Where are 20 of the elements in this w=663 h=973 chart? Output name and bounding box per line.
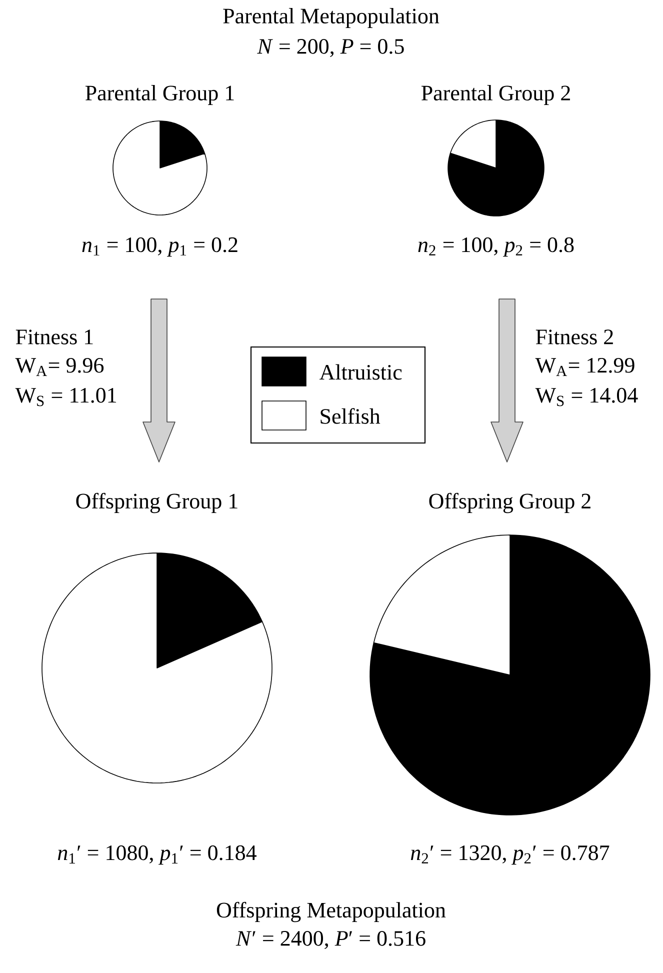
text: W$_{S}$ = 14.04 xyxy=(535,388,638,406)
text: N′ = 2400, P′ = 0.516 xyxy=(236,930,426,950)
text: n$_{1}$′ = 1080, p$_{1}$′ = 0.184 xyxy=(58,845,256,865)
text: n$_{2}$ = 100, p$_{2}$ = 0.8 xyxy=(418,237,574,257)
text: W$_{A}$= 12.99 xyxy=(535,358,634,376)
text: n$_{2}$′ = 1320, p$_{2}$′ = 0.787 xyxy=(410,845,610,865)
text: Parental Metapopulation xyxy=(223,8,440,28)
text: N = 200, P = 0.5 xyxy=(257,38,404,58)
legend-label: Selfish xyxy=(320,408,380,424)
text: Fitness 2 xyxy=(536,330,613,344)
chart-title: Parental Group 2 xyxy=(421,85,570,105)
text: n$_{1}$ = 100, p$_{1}$ = 0.2 xyxy=(82,237,238,257)
legend-label: Altruistic xyxy=(319,364,402,380)
chart-title: Offspring Group 1 xyxy=(76,492,238,514)
text: W$_{A}$= 9.96 xyxy=(15,358,104,376)
chart-title: Offspring Group 2 xyxy=(429,492,590,514)
text: Fitness 1 xyxy=(16,330,93,344)
text: Offspring Metapopulation xyxy=(216,902,446,922)
chart-title: Parental Group 1 xyxy=(85,85,234,105)
text: W$_{S}$ = 11.01 xyxy=(15,388,116,406)
